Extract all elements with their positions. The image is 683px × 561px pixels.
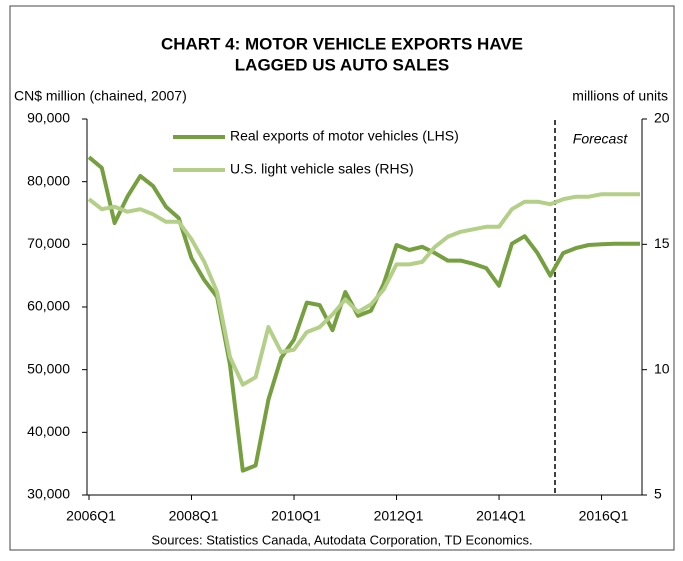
y-tick-label: 60,000 (27, 298, 70, 314)
legend-label: Real exports of motor vehicles (LHS) (230, 128, 459, 144)
y-tick-label: 90,000 (27, 110, 70, 126)
y-tick-label: 40,000 (27, 423, 70, 439)
x-tick-label: 2006Q1 (66, 508, 116, 524)
y-tick-label: 80,000 (27, 172, 70, 188)
y-tick-label: 30,000 (27, 486, 70, 502)
chart-title: CHART 4: MOTOR VEHICLE EXPORTS HAVE (161, 34, 523, 53)
series-line (87, 192, 640, 387)
x-tick-label: 2014Q1 (476, 508, 526, 524)
y2-tick-label: 15 (654, 235, 670, 251)
y2-tick-label: 20 (654, 110, 670, 126)
y-tick-label: 70,000 (27, 235, 70, 251)
x-tick-label: 2016Q1 (579, 508, 629, 524)
forecast-label: Forecast (573, 131, 629, 147)
y-axis-label: CN$ million (chained, 2007) (14, 88, 187, 104)
y2-tick-label: 5 (654, 486, 662, 502)
legend-label: U.S. light vehicle sales (RHS) (230, 161, 414, 177)
series-line (87, 155, 640, 473)
y2-tick-label: 10 (654, 360, 670, 376)
chart-subtitle: LAGGED US AUTO SALES (235, 55, 449, 74)
x-tick-label: 2012Q1 (374, 508, 424, 524)
source: Sources: Statistics Canada, Autodata Cor… (151, 532, 532, 547)
y2-axis-label: millions of units (572, 88, 668, 104)
x-tick-label: 2008Q1 (169, 508, 219, 524)
x-tick-label: 2010Q1 (271, 508, 321, 524)
frame (9, 5, 675, 551)
y-tick-label: 50,000 (27, 360, 70, 376)
